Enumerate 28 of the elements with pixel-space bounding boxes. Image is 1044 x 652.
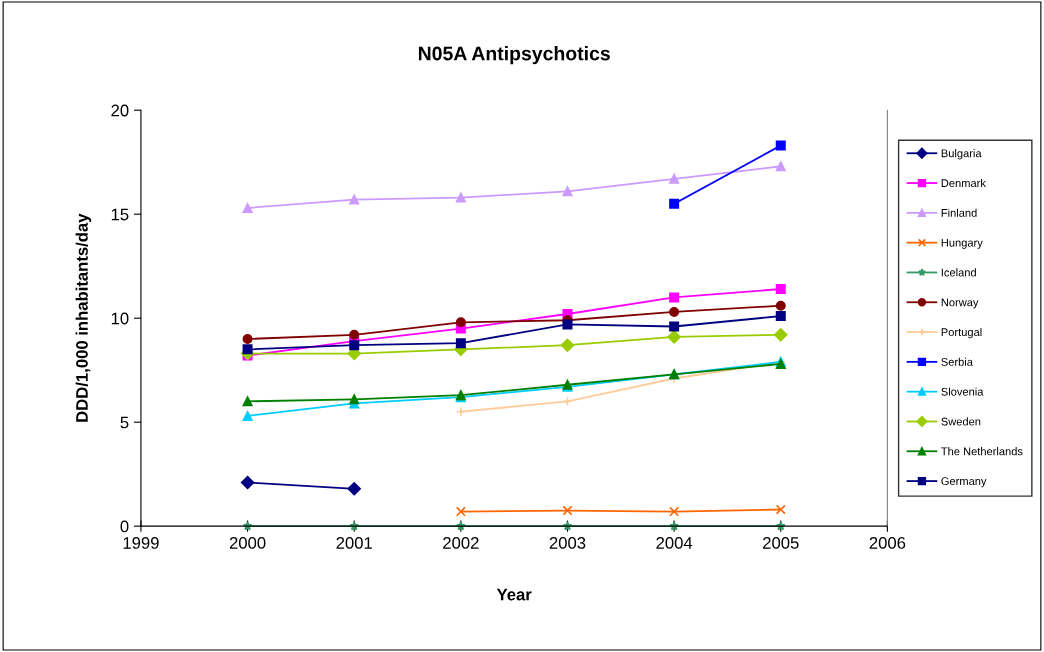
y-tick-label: 0 [120, 520, 129, 533]
legend-label: Denmark [941, 178, 986, 188]
x-axis-title: Year [496, 588, 532, 601]
legend-label: Bulgaria [941, 149, 982, 160]
legend-label: Slovenia [941, 387, 984, 396]
x-tick-label: 2002 [443, 537, 479, 549]
legend-label: Portugal [941, 327, 982, 339]
y-tick-label: 20 [111, 104, 129, 117]
legend-label: Iceland [941, 268, 976, 277]
x-tick-label: 2000 [229, 537, 266, 549]
x-tick-label: 2001 [336, 537, 372, 549]
x-tick-label: 2003 [549, 537, 586, 549]
legend-label: Finland [941, 208, 977, 217]
legend-label: The Netherlands [941, 447, 1023, 456]
x-tick-label: 2005 [763, 537, 799, 549]
legend-label: Sweden [941, 417, 981, 426]
y-tick-label: 5 [120, 416, 129, 429]
x-tick-label: 1999 [123, 537, 159, 549]
legend-label: Hungary [941, 238, 983, 249]
x-tick-label: 2004 [656, 537, 693, 549]
chart-title: N05A Antipsychotics [418, 46, 610, 65]
y-tick-label: 10 [111, 312, 129, 325]
x-tick-label: 2006 [869, 537, 906, 549]
legend-label: Norway [941, 298, 979, 309]
y-tick-label: 15 [111, 208, 129, 221]
legend-label: Germany [941, 477, 987, 488]
y-axis-title: DDD/1,000 inhabitants/day [75, 213, 92, 422]
legend-label: Serbia [941, 357, 973, 366]
